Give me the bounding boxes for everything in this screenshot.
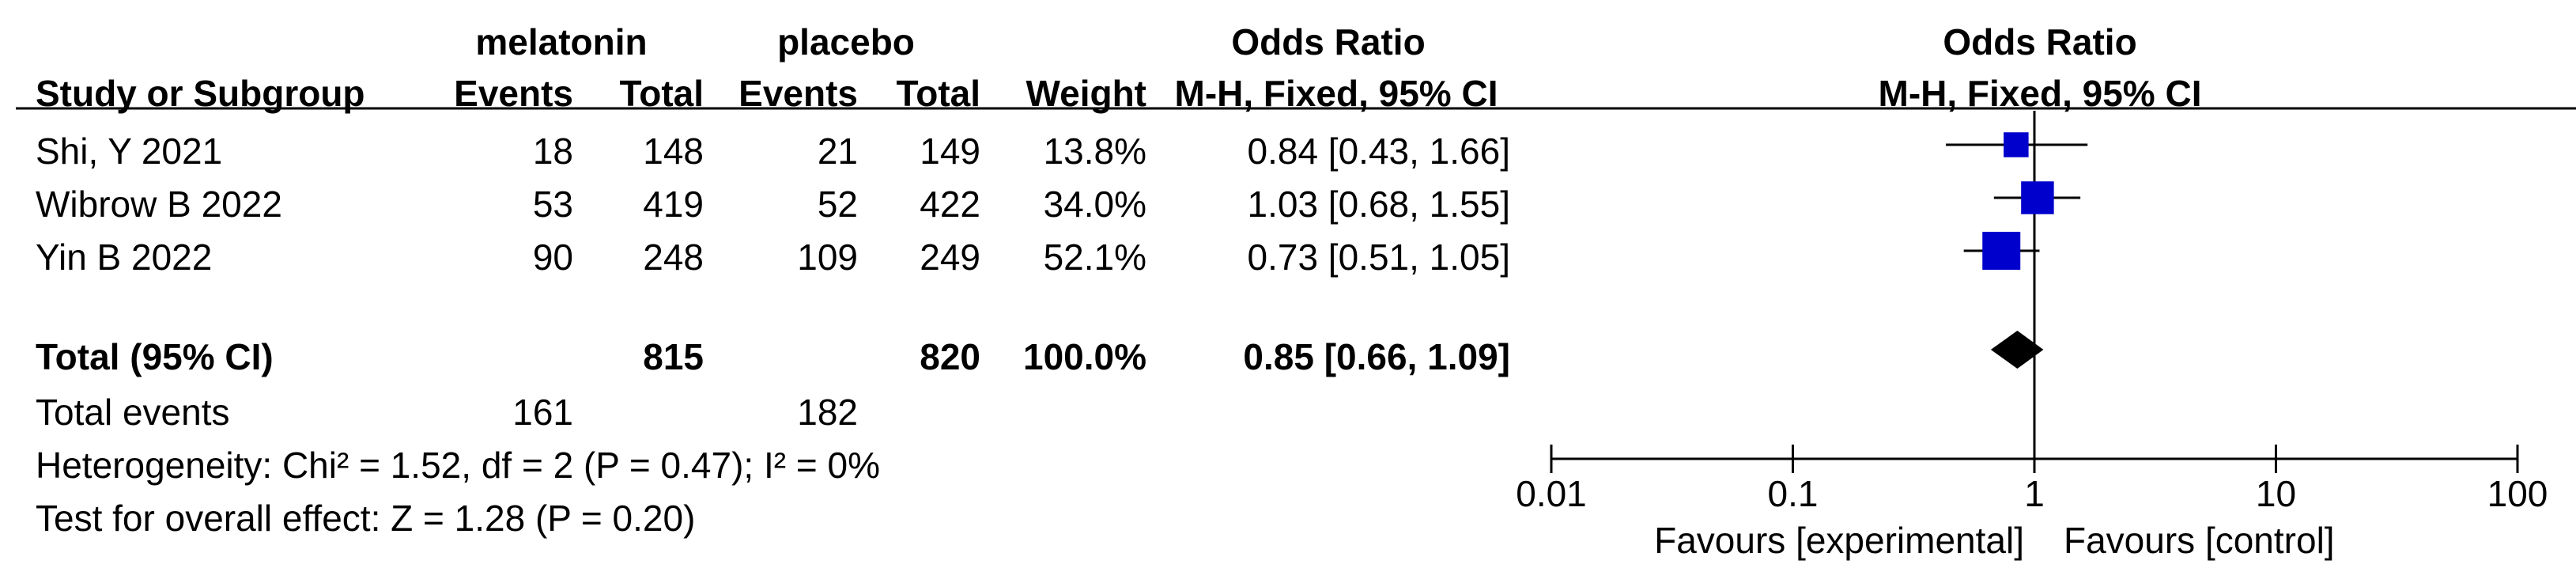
group1-header: melatonin — [475, 21, 648, 62]
total1-sum: 815 — [643, 336, 704, 377]
study-name: Shi, Y 2021 — [36, 131, 223, 172]
events1-cell: 90 — [532, 237, 573, 278]
x-tick-label: 0.01 — [1516, 473, 1587, 514]
ci-cell: 1.03 [0.68, 1.55] — [1247, 184, 1511, 225]
x-tick-label: 1 — [2024, 473, 2045, 514]
total-events2: 182 — [797, 392, 858, 433]
events1-cell: 18 — [532, 131, 573, 172]
total2-sum: 820 — [920, 336, 980, 377]
events2-cell: 52 — [817, 184, 858, 225]
study-marker — [2021, 181, 2054, 214]
study-marker — [2004, 132, 2029, 157]
weight-cell: 34.0% — [1043, 184, 1146, 225]
favours-experimental-label: Favours [experimental] — [1654, 520, 2024, 561]
method-header-left: M-H, Fixed, 95% CI — [1174, 73, 1498, 114]
events2-cell: 21 — [817, 131, 858, 172]
ci-cell: 0.84 [0.43, 1.66] — [1247, 131, 1511, 172]
heterogeneity-text: Heterogeneity: Chi² = 1.52, df = 2 (P = … — [36, 445, 880, 486]
pooled-ci: 0.85 [0.66, 1.09] — [1243, 336, 1510, 377]
pooled-diamond — [1990, 331, 2044, 369]
weight-header: Weight — [1025, 73, 1146, 114]
group2-header: placebo — [777, 21, 915, 62]
x-tick-label: 10 — [2256, 473, 2296, 514]
weight-cell: 52.1% — [1043, 237, 1146, 278]
weight-cell: 13.8% — [1043, 131, 1146, 172]
favours-control-label: Favours [control] — [2064, 520, 2335, 561]
odds-ratio-header-left: Odds Ratio — [1231, 21, 1426, 62]
study-column-header: Study or Subgroup — [36, 73, 365, 114]
total-events1: 161 — [512, 392, 573, 433]
method-header-right: M-H, Fixed, 95% CI — [1878, 73, 2202, 114]
total2-cell: 422 — [920, 184, 980, 225]
total1-cell: 419 — [643, 184, 704, 225]
events2-header: Events — [738, 73, 858, 114]
events2-cell: 109 — [797, 237, 858, 278]
events1-cell: 53 — [532, 184, 573, 225]
total1-cell: 248 — [643, 237, 704, 278]
study-name: Wibrow B 2022 — [36, 184, 282, 225]
study-name: Yin B 2022 — [36, 237, 213, 278]
total1-cell: 148 — [643, 131, 704, 172]
odds-ratio-header-right: Odds Ratio — [1943, 21, 2137, 62]
study-marker — [1982, 232, 2021, 270]
x-tick-label: 100 — [2487, 473, 2548, 514]
total-events-label: Total events — [36, 392, 230, 433]
total-weight: 100.0% — [1022, 336, 1146, 377]
events1-header: Events — [454, 73, 573, 114]
overall-effect-text: Test for overall effect: Z = 1.28 (P = 0… — [36, 498, 696, 539]
total2-cell: 149 — [920, 131, 980, 172]
ci-cell: 0.73 [0.51, 1.05] — [1247, 237, 1511, 278]
total1-header: Total — [619, 73, 704, 114]
x-tick-label: 0.1 — [1768, 473, 1819, 514]
total2-cell: 249 — [920, 237, 980, 278]
total2-header: Total — [896, 73, 980, 114]
total-label: Total (95% CI) — [36, 336, 274, 377]
